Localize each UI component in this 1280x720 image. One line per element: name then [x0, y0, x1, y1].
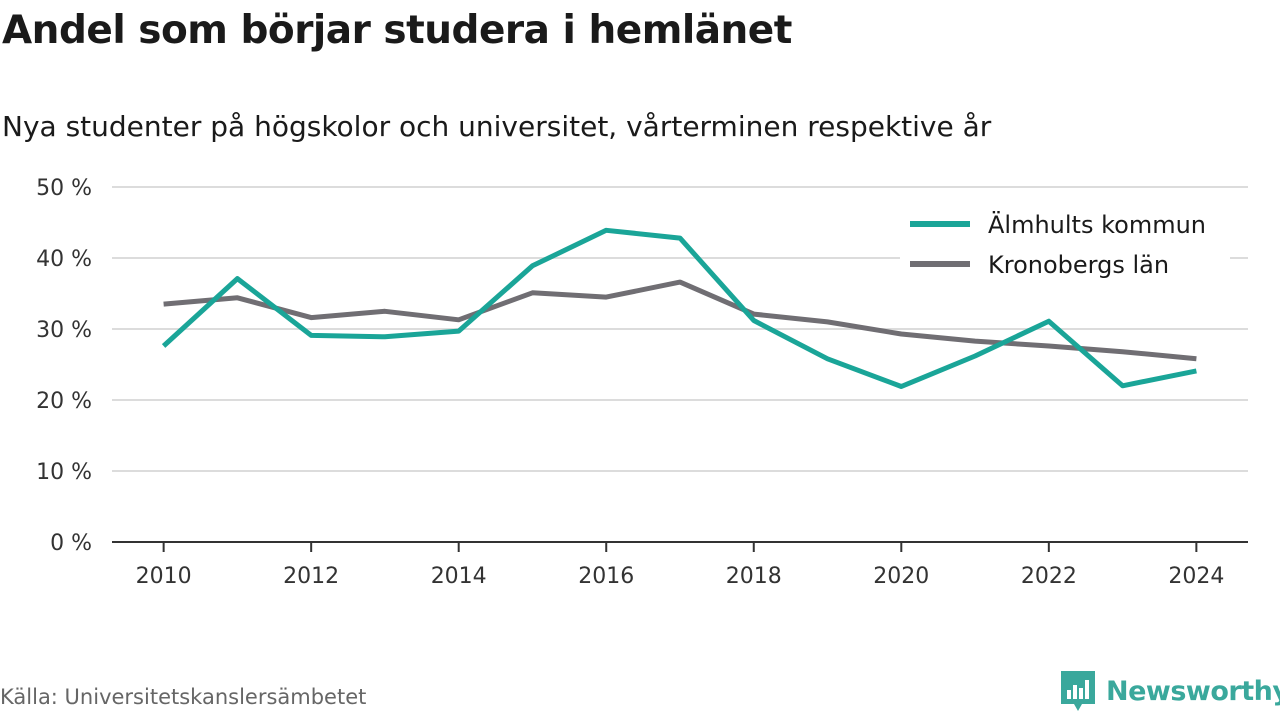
x-tick-label: 2012	[283, 564, 339, 589]
y-tick-label: 30 %	[36, 318, 92, 343]
series-lines	[161, 227, 1197, 389]
series-line	[161, 227, 1197, 389]
y-tick-label: 50 %	[36, 176, 92, 201]
x-tick-label: 2014	[431, 564, 487, 589]
legend-label: Älmhults kommun	[988, 210, 1206, 239]
x-tick-label: 2022	[1021, 564, 1077, 589]
x-tick-label: 2016	[578, 564, 634, 589]
y-tick-label: 0 %	[50, 531, 92, 556]
x-tick-label: 2020	[873, 564, 929, 589]
chart-title: Andel som börjar studera i hemlänet	[2, 8, 792, 53]
x-tick-label: 2024	[1168, 564, 1224, 589]
legend: Älmhults kommun Kronobergs län	[900, 200, 1230, 284]
newsworthy-bar-chart-logo-icon	[1061, 671, 1095, 711]
source-note: Källa: Universitetskanslersämbetet	[0, 685, 367, 709]
legend-background	[900, 200, 1230, 284]
x-tick-label: 2010	[136, 564, 192, 589]
chart-subtitle: Nya studenter på högskolor och universit…	[2, 110, 992, 143]
x-tick-label: 2018	[726, 564, 782, 589]
brand-logo[interactable]: Newsworthy	[1058, 668, 1280, 714]
axes: 0 % 10 % 20 % 30 % 40 % 50 % 2010 2012 2014 2016 2…	[36, 176, 1248, 589]
legend-label: Kronobergs län	[988, 251, 1169, 279]
line-chart: 0 % 10 % 20 % 30 % 40 % 50 % 2010 2012 2014 2016 2…	[36, 176, 1248, 589]
y-tick-label: 10 %	[36, 460, 92, 485]
y-tick-label: 20 %	[36, 389, 92, 414]
brand-name: Newsworthy	[1106, 675, 1280, 707]
series-line	[163, 279, 1197, 362]
y-tick-label: 40 %	[36, 247, 92, 272]
